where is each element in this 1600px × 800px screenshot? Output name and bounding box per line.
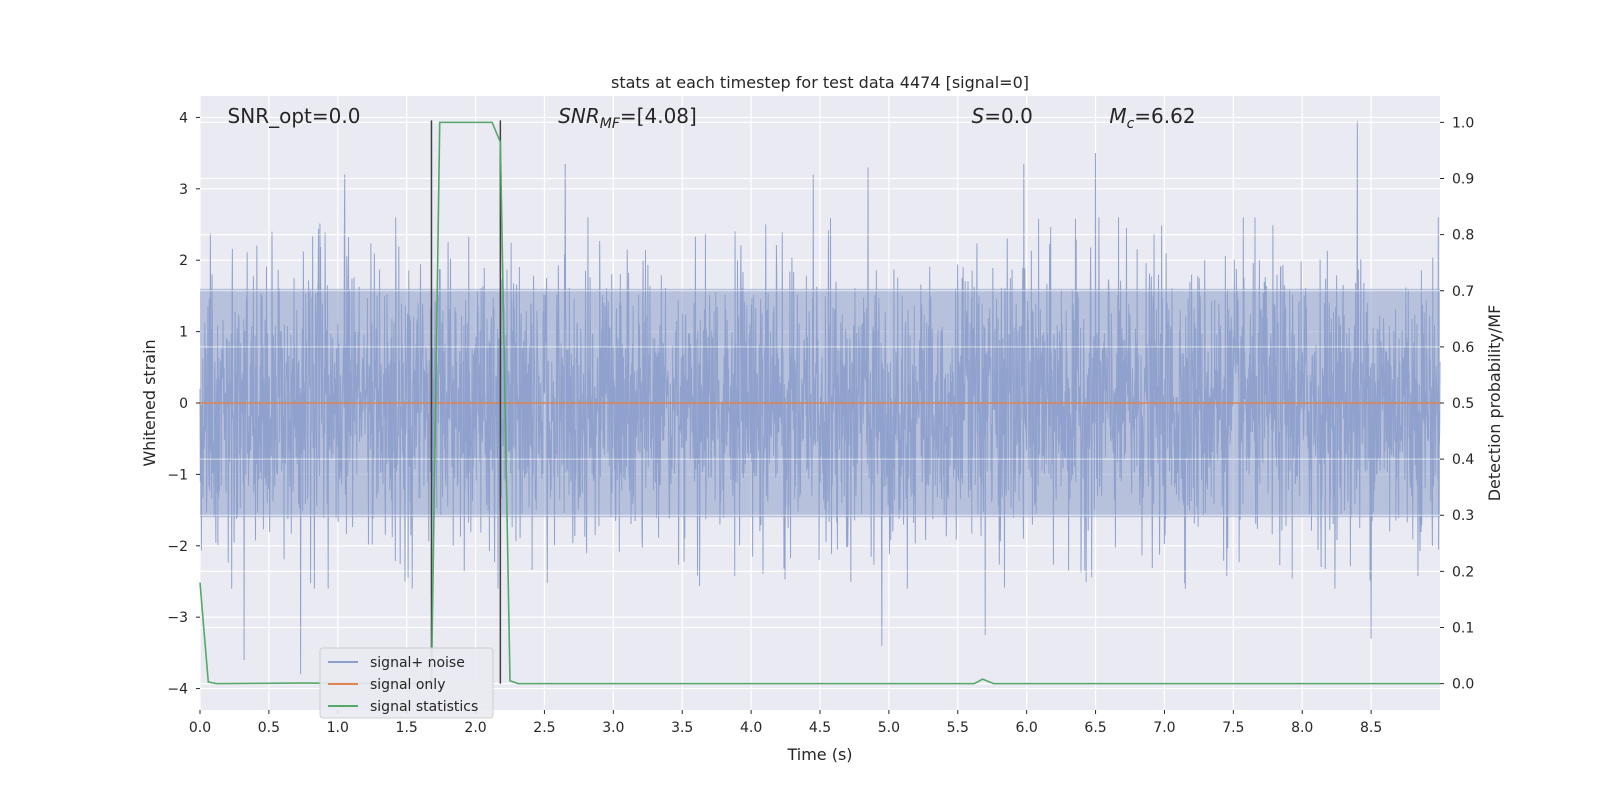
y-tick-label: 4 (179, 110, 188, 126)
y-axis-label: Whitened strain (140, 339, 159, 466)
y-right-tick-label: 0.6 (1452, 340, 1474, 356)
y-tick-label: −2 (167, 539, 188, 555)
legend-box (319, 647, 494, 719)
y-tick-label: −4 (167, 682, 188, 698)
x-tick-label: 4.5 (809, 720, 831, 736)
x-tick-label: 0.5 (258, 720, 280, 736)
x-tick-label: 0.0 (189, 720, 211, 736)
y-right-tick-label: 0.7 (1452, 284, 1474, 300)
signal-noise-line (199, 120, 1441, 675)
x-tick-label: 1.5 (396, 720, 418, 736)
signal-statistics-line (199, 121, 1440, 685)
y-right-tick-label: 0.9 (1452, 172, 1474, 188)
y-right-tick-label: 0.1 (1452, 620, 1474, 636)
legend: signal+ noise signal only signal statist… (319, 647, 494, 719)
annotation-2: S=0.0 (972, 104, 1033, 128)
y-right-tick-label: 0.0 (1452, 677, 1474, 693)
x-tick-label: 1.0 (327, 720, 349, 736)
chart-title: stats at each timestep for test data 447… (611, 73, 1029, 92)
y-tick-label: −1 (167, 467, 188, 483)
y-right-tick-label: 1.0 (1452, 115, 1474, 131)
x-tick-label: 5.5 (947, 720, 969, 736)
y-tick-label: 3 (179, 182, 188, 198)
legend-label-signal-noise: signal+ noise (370, 655, 465, 671)
legend-label-signal-statistics: signal statistics (370, 699, 478, 715)
y-tick-label: 0 (179, 396, 188, 412)
x-tick-label: 3.5 (671, 720, 693, 736)
series-lines (199, 120, 1440, 685)
annotation-1: SNRMF=[4.08] (558, 104, 697, 132)
x-tick-label: 5.0 (878, 720, 900, 736)
legend-label-signal-only: signal only (370, 677, 445, 693)
y-tick-label: −3 (167, 610, 188, 626)
y-right-tick-label: 0.5 (1452, 396, 1474, 412)
x-axis-label: Time (s) (786, 745, 852, 764)
x-tick-label: 2.5 (533, 720, 555, 736)
y-right-axis-label: Detection probability/MF (1485, 305, 1504, 502)
y-right-tick-label: 0.2 (1452, 564, 1474, 580)
y-tick-label: 1 (179, 325, 188, 341)
y-tick-label: 2 (179, 253, 188, 269)
x-tick-label: 4.0 (740, 720, 762, 736)
x-tick-label: 3.0 (602, 720, 624, 736)
annotation-0: SNR_opt=0.0 (228, 104, 361, 128)
x-tick-label: 6.0 (1016, 720, 1038, 736)
y-right-tick-label: 0.3 (1452, 508, 1474, 524)
y-right-tick-label: 0.8 (1452, 228, 1474, 244)
x-tick-label: 7.0 (1153, 720, 1175, 736)
x-tick-label: 7.5 (1222, 720, 1244, 736)
axis-ticks: 0.0 0.5 1.0 1.5 2.0 2.5 3.0 3.5 4.0 4.5 5.0 5.5 6.0 6… (167, 110, 1474, 736)
x-tick-label: 2.0 (464, 720, 486, 736)
annotation-3: Mc=6.62 (1109, 104, 1195, 132)
y-right-tick-label: 0.4 (1452, 452, 1474, 468)
annotations: SNR_opt=0.0 SNRMF=[4.08] S=0.0 Mc=6.62 (228, 104, 1196, 132)
x-tick-label: 8.0 (1291, 720, 1313, 736)
x-tick-label: 8.5 (1360, 720, 1382, 736)
x-tick-label: 6.5 (1084, 720, 1106, 736)
